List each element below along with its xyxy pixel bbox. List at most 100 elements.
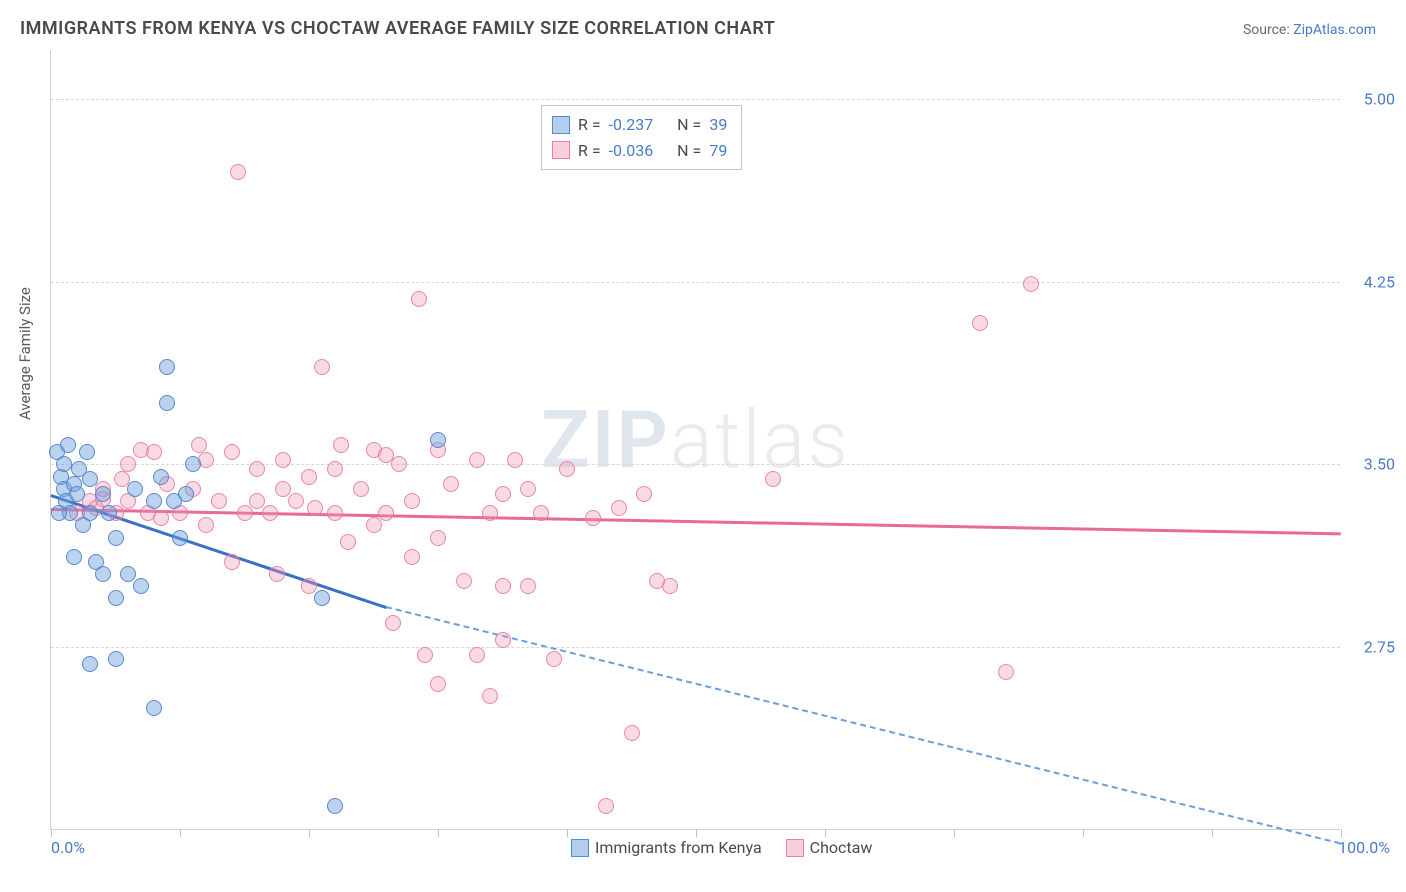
r-label: R = (578, 138, 601, 164)
y-tick-label: 5.00 (1364, 89, 1395, 108)
scatter-dot-pink (520, 481, 536, 497)
scatter-dot-blue (69, 486, 85, 502)
scatter-dot-pink (1023, 276, 1039, 292)
x-tick-mark (696, 829, 697, 837)
swatch-blue-icon (571, 839, 589, 857)
chart-title: IMMIGRANTS FROM KENYA VS CHOCTAW AVERAGE… (20, 18, 775, 39)
scatter-dot-pink (404, 493, 420, 509)
scatter-dot-pink (624, 725, 640, 741)
source-attribution: Source: ZipAtlas.com (1243, 22, 1376, 38)
r-label: R = (578, 112, 601, 138)
scatter-dot-pink (378, 505, 394, 521)
scatter-dot-pink (230, 164, 246, 180)
scatter-dot-pink (249, 461, 265, 477)
scatter-dot-blue (178, 486, 194, 502)
trend-line-blue-dashed (386, 606, 1341, 844)
watermark: ZIPatlas (541, 393, 850, 487)
scatter-dot-pink (237, 505, 253, 521)
scatter-dot-blue (60, 437, 76, 453)
x-tick-mark (180, 829, 181, 837)
scatter-dot-pink (404, 549, 420, 565)
scatter-dot-blue (95, 566, 111, 582)
scatter-dot-pink (546, 651, 562, 667)
scatter-dot-blue (82, 505, 98, 521)
scatter-dot-blue (159, 395, 175, 411)
scatter-dot-blue (79, 444, 95, 460)
swatch-blue-icon (552, 116, 570, 134)
legend-label: Choctaw (810, 838, 873, 857)
scatter-dot-pink (211, 493, 227, 509)
n-value: 39 (709, 112, 727, 138)
scatter-dot-blue (120, 566, 136, 582)
x-tick-mark (954, 829, 955, 837)
scatter-dot-blue (153, 469, 169, 485)
scatter-dot-pink (198, 517, 214, 533)
x-tick-mark (438, 829, 439, 837)
scatter-dot-pink (224, 554, 240, 570)
scatter-dot-pink (998, 664, 1014, 680)
scatter-dot-pink (411, 291, 427, 307)
scatter-dot-pink (385, 615, 401, 631)
x-axis-max-label: 100.0% (1338, 838, 1390, 857)
scatter-dot-pink (507, 452, 523, 468)
n-value: 79 (709, 138, 727, 164)
scatter-dot-pink (636, 486, 652, 502)
scatter-dot-blue (101, 505, 117, 521)
scatter-dot-pink (482, 505, 498, 521)
swatch-pink-icon (552, 141, 570, 159)
scatter-dot-blue (146, 493, 162, 509)
scatter-dot-pink (153, 510, 169, 526)
y-tick-label: 2.75 (1364, 638, 1395, 657)
scatter-dot-blue (95, 486, 111, 502)
scatter-dot-pink (366, 517, 382, 533)
x-tick-mark (1212, 829, 1213, 837)
x-tick-mark (51, 829, 52, 837)
grid-line (51, 647, 1340, 648)
scatter-dot-pink (191, 437, 207, 453)
scatter-dot-pink (327, 461, 343, 477)
scatter-dot-pink (495, 486, 511, 502)
scatter-dot-pink (972, 315, 988, 331)
grid-line (51, 99, 1340, 100)
scatter-dot-blue (108, 530, 124, 546)
x-tick-mark (1341, 829, 1342, 837)
scatter-dot-pink (269, 566, 285, 582)
swatch-pink-icon (786, 839, 804, 857)
scatter-dot-pink (249, 493, 265, 509)
stats-row-series2: R = -0.036 N = 79 (552, 138, 727, 164)
scatter-dot-pink (417, 647, 433, 663)
watermark-atlas: atlas (670, 393, 850, 487)
r-value: -0.036 (609, 138, 654, 164)
x-tick-mark (825, 829, 826, 837)
n-label: N = (677, 112, 701, 138)
source-link[interactable]: ZipAtlas.com (1293, 22, 1376, 38)
scatter-dot-blue (314, 590, 330, 606)
scatter-dot-blue (185, 456, 201, 472)
scatter-dot-pink (301, 469, 317, 485)
scatter-dot-pink (469, 647, 485, 663)
scatter-dot-pink (340, 534, 356, 550)
source-prefix: Source: (1243, 22, 1293, 38)
grid-line (51, 282, 1340, 283)
legend-label: Immigrants from Kenya (595, 838, 762, 857)
scatter-dot-pink (765, 471, 781, 487)
legend-item-series2: Choctaw (786, 838, 873, 857)
scatter-dot-pink (611, 500, 627, 516)
scatter-dot-blue (133, 578, 149, 594)
scatter-dot-pink (146, 444, 162, 460)
scatter-dot-pink (495, 578, 511, 594)
grid-line (51, 464, 1340, 465)
scatter-dot-pink (378, 447, 394, 463)
scatter-dot-pink (333, 437, 349, 453)
scatter-dot-pink (391, 456, 407, 472)
scatter-dot-pink (307, 500, 323, 516)
scatter-dot-pink (275, 481, 291, 497)
n-label: N = (677, 138, 701, 164)
x-tick-mark (309, 829, 310, 837)
scatter-dot-pink (301, 578, 317, 594)
scatter-dot-pink (430, 530, 446, 546)
y-tick-label: 3.50 (1364, 455, 1395, 474)
scatter-dot-pink (598, 798, 614, 814)
scatter-dot-blue (108, 590, 124, 606)
scatter-dot-blue (430, 432, 446, 448)
